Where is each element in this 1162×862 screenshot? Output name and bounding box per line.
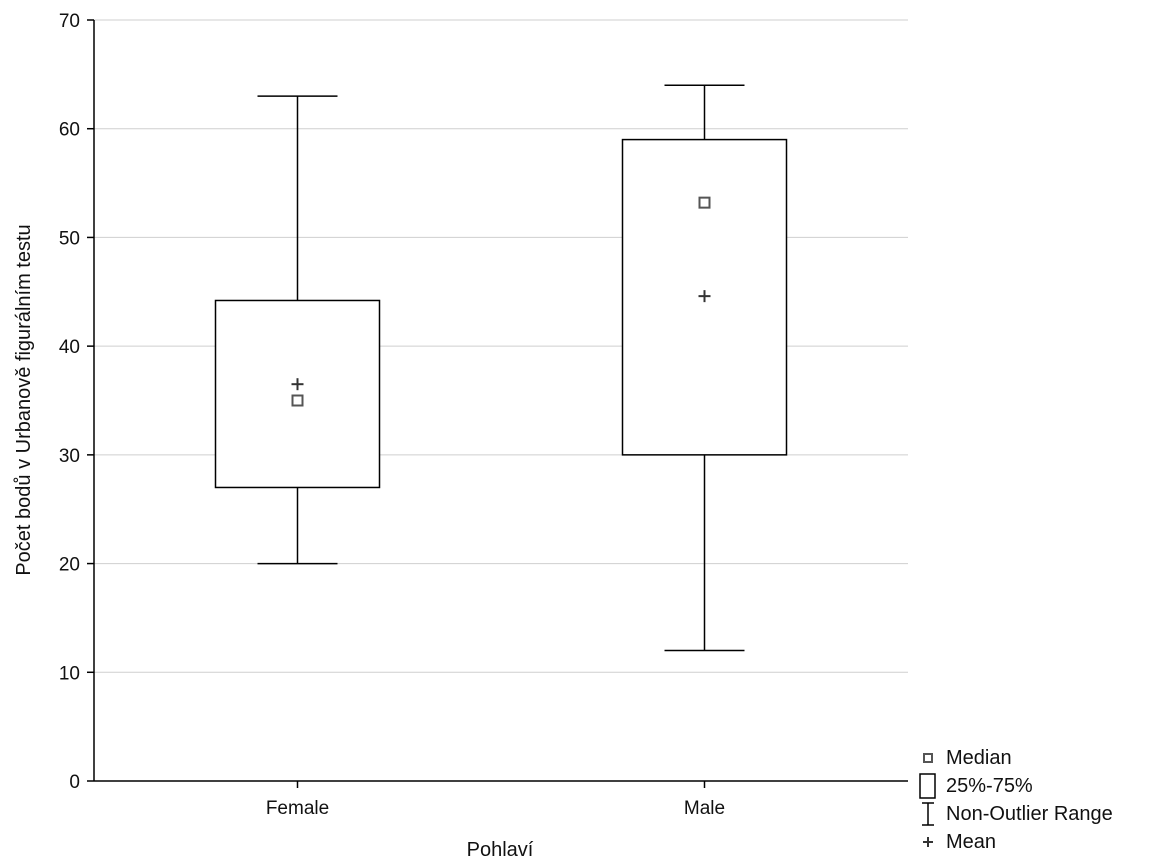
legend-label: Non-Outlier Range xyxy=(946,803,1113,825)
legend-label: Mean xyxy=(946,831,996,853)
boxes xyxy=(214,84,788,652)
axes xyxy=(93,20,908,782)
y-tick-label: 0 xyxy=(69,772,80,793)
box-male xyxy=(621,84,788,652)
median-marker xyxy=(698,196,711,209)
y-tick-label: 70 xyxy=(59,11,80,32)
legend-label: Median xyxy=(946,747,1012,769)
y-ticks: 0 10 20 30 40 50 60 70 xyxy=(59,11,94,793)
y-tick-label: 30 xyxy=(59,446,80,467)
y-axis-label: Počet bodů v Urbanově figurálním testu xyxy=(13,224,35,575)
y-tick-label: 40 xyxy=(59,337,80,358)
box-female xyxy=(214,95,381,565)
x-ticks: Female Male xyxy=(266,781,725,819)
legend-median-icon xyxy=(923,753,933,763)
x-tick-label: Male xyxy=(684,798,725,819)
y-tick-label: 20 xyxy=(59,555,80,576)
y-tick-label: 50 xyxy=(59,228,80,249)
y-tick-label: 10 xyxy=(59,663,80,684)
legend-box-icon xyxy=(919,773,936,799)
legend-item-whisker: Non-Outlier Range xyxy=(922,802,1113,826)
legend-item-box: 25%-75% xyxy=(919,773,1033,799)
legend: Median 25%-75% Non-Outlier Range Mean xyxy=(919,747,1113,853)
x-tick-label: Female xyxy=(266,798,329,819)
legend-item-median-square: Median xyxy=(923,747,1012,769)
legend-label: 25%-75% xyxy=(946,775,1033,797)
interquartile-box xyxy=(214,299,381,489)
x-axis-label: Pohlaví xyxy=(467,839,534,861)
legend-item-plus: Mean xyxy=(923,831,996,853)
median-marker xyxy=(291,394,304,407)
y-tick-label: 60 xyxy=(59,120,80,141)
